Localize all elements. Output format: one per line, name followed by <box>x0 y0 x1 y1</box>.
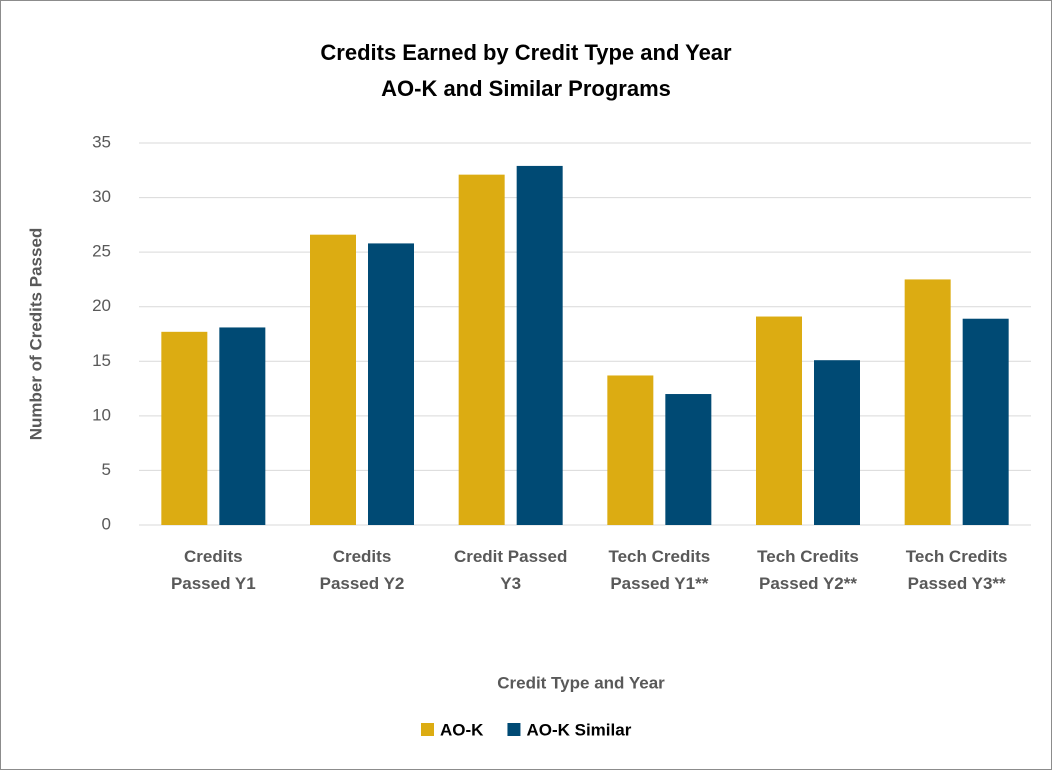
legend-label: AO-K <box>440 720 484 739</box>
legend-swatch <box>507 723 521 736</box>
chart-title: Credits Earned by Credit Type and Year <box>320 40 732 65</box>
bar <box>962 318 1009 525</box>
y-tick-label: 0 <box>102 514 111 533</box>
y-tick-label: 10 <box>92 405 111 424</box>
bar <box>310 234 356 525</box>
x-tick-label: Tech Credits Passed Y3** <box>905 547 1008 593</box>
bar <box>368 243 414 525</box>
bar <box>756 316 802 525</box>
legend-label: AO-K Similar <box>526 720 631 739</box>
x-axis-label: Credit Type and Year <box>497 673 665 692</box>
x-tick-label: Credit Passed Y3 <box>453 547 568 593</box>
y-tick-label: 25 <box>92 242 111 261</box>
bar <box>458 174 505 525</box>
legend-swatch <box>421 723 434 736</box>
x-tick-label: Credits Passed Y2 <box>319 547 405 593</box>
y-tick-label: 15 <box>92 351 111 370</box>
bar <box>219 327 266 525</box>
bar <box>665 394 712 525</box>
y-tick-label: 30 <box>92 187 111 206</box>
x-tick-label: Credits Passed Y1 <box>170 547 256 593</box>
y-axis-label: Number of Credits Passed <box>26 228 45 441</box>
bar <box>607 375 654 525</box>
y-tick-label: 35 <box>92 132 111 151</box>
y-tick-label: 20 <box>92 296 111 315</box>
chart-subtitle: AO-K and Similar Programs <box>381 76 671 101</box>
bar <box>904 279 951 525</box>
y-tick-label: 5 <box>102 460 111 479</box>
bar <box>814 360 860 525</box>
bar <box>516 165 563 526</box>
x-tick-label: Tech Credits Passed Y2** <box>757 547 859 593</box>
x-tick-label: Tech Credits Passed Y1** <box>608 547 711 593</box>
bar <box>161 331 208 525</box>
